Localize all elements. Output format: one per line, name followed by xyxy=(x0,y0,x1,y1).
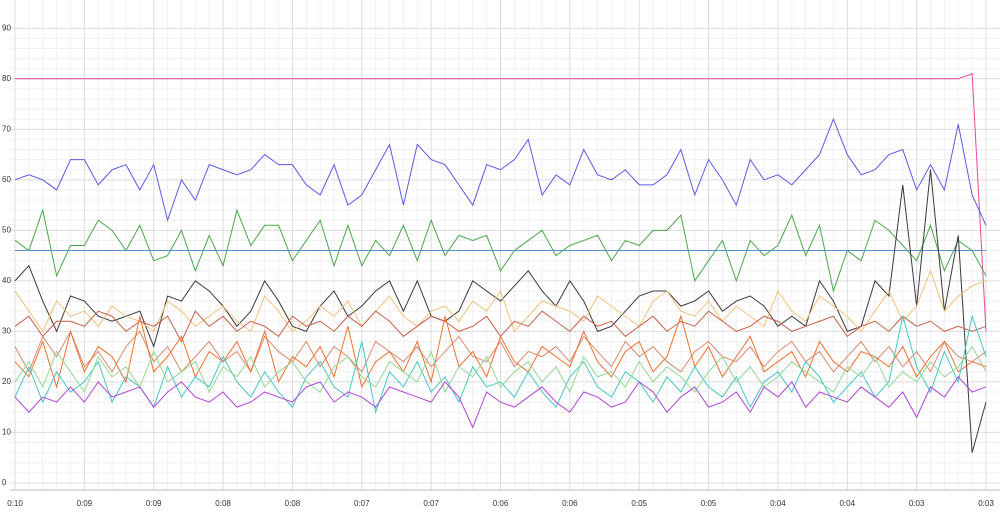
series-line xyxy=(14,314,987,389)
series-line xyxy=(15,73,987,332)
series-line xyxy=(14,376,987,429)
x-tick-label: 0:06 xyxy=(493,499,509,508)
x-tick-label: 0:05 xyxy=(631,499,647,508)
series-line xyxy=(14,269,987,333)
x-tick-label: 0:08 xyxy=(215,499,231,508)
x-tick-label: 0:09 xyxy=(77,499,93,508)
series-line xyxy=(14,169,987,453)
x-tick-label: 0:10 xyxy=(7,499,23,508)
y-tick-label: 50 xyxy=(2,225,11,234)
y-tick-label: 0 xyxy=(2,478,7,487)
y-tick-label: 70 xyxy=(2,124,11,133)
x-tick-label: 0:04 xyxy=(770,499,786,508)
y-tick-label: 40 xyxy=(2,276,11,285)
series-line xyxy=(14,330,987,373)
y-tick-label: 10 xyxy=(2,428,11,437)
series-line xyxy=(14,117,987,226)
y-tick-label: 20 xyxy=(2,377,11,386)
y-tick-label: 90 xyxy=(2,23,11,32)
x-tick-label: 0:06 xyxy=(562,499,578,508)
y-tick-label: 30 xyxy=(2,326,11,335)
x-tick-label: 0:05 xyxy=(701,499,717,508)
x-tick-label: 0:09 xyxy=(146,499,162,508)
x-tick-label: 0:03 xyxy=(909,499,925,508)
y-tick-label: 80 xyxy=(2,74,11,83)
x-tick-label: 0:04 xyxy=(839,499,855,508)
x-tick-label: 0:07 xyxy=(423,499,439,508)
x-tick-label: 0:07 xyxy=(354,499,370,508)
y-tick-label: 60 xyxy=(2,175,11,184)
series-line xyxy=(14,345,987,394)
x-tick-label: 0:03 xyxy=(978,499,994,508)
x-tick-label: 0:08 xyxy=(285,499,301,508)
series-line xyxy=(14,208,987,293)
